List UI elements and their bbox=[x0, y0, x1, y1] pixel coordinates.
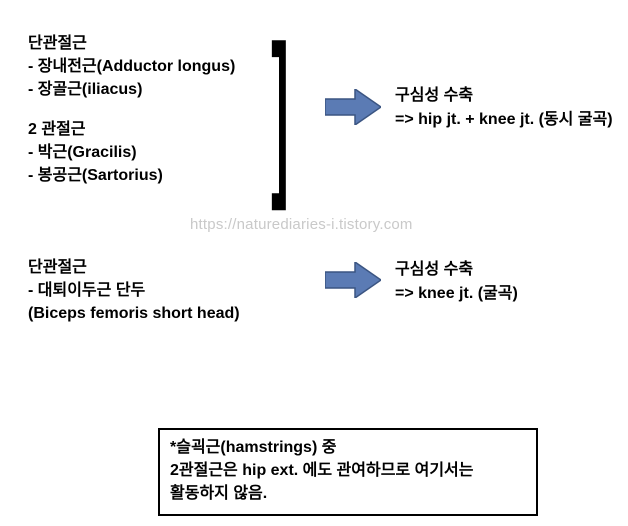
group2-item-1: - 봉공근(Sartorius) bbox=[28, 164, 163, 187]
muscle-group-single-1: 단관절근 - 장내전근(Adductor longus) - 장골근(iliac… bbox=[28, 32, 235, 102]
result-group-1: 구심성 수축 => hip jt. + knee jt. (동시 굴곡) bbox=[395, 84, 613, 132]
result1-line1: 구심성 수축 bbox=[395, 84, 613, 108]
group2-item-0: - 박근(Gracilis) bbox=[28, 141, 163, 164]
group2-title: 2 관절근 bbox=[28, 118, 163, 141]
arrow-right-icon bbox=[325, 262, 381, 303]
result-group-2: 구심성 수축 => knee jt. (굴곡) bbox=[395, 258, 518, 306]
group1-item-0: - 장내전근(Adductor longus) bbox=[28, 55, 235, 78]
group3-item-0: - 대퇴이두근 단두 bbox=[28, 279, 240, 302]
note-line2: 2관절근은 hip ext. 에도 관여하므로 여기서는 bbox=[170, 459, 526, 482]
arrow-right-icon bbox=[325, 89, 381, 130]
group1-item-1: - 장골근(iliacus) bbox=[28, 78, 235, 101]
muscle-group-single-2: 단관절근 - 대퇴이두근 단두 (Biceps femoris short he… bbox=[28, 256, 240, 326]
note-line1: *슬괵근(hamstrings) 중 bbox=[170, 436, 526, 459]
note-box: *슬괵근(hamstrings) 중 2관절근은 hip ext. 에도 관여하… bbox=[158, 428, 538, 516]
watermark-text: https://naturediaries-i.tistory.com bbox=[190, 216, 413, 233]
group3-title: 단관절근 bbox=[28, 256, 240, 279]
result2-line1: 구심성 수축 bbox=[395, 258, 518, 282]
result1-line2: => hip jt. + knee jt. (동시 굴곡) bbox=[395, 108, 613, 132]
right-bracket-icon: ] bbox=[271, 9, 289, 218]
group3-item-1: (Biceps femoris short head) bbox=[28, 302, 240, 325]
muscle-group-double: 2 관절근 - 박근(Gracilis) - 봉공근(Sartorius) bbox=[28, 118, 163, 188]
note-line3: 활동하지 않음. bbox=[170, 482, 526, 505]
result2-line2: => knee jt. (굴곡) bbox=[395, 282, 518, 306]
group1-title: 단관절근 bbox=[28, 32, 235, 55]
